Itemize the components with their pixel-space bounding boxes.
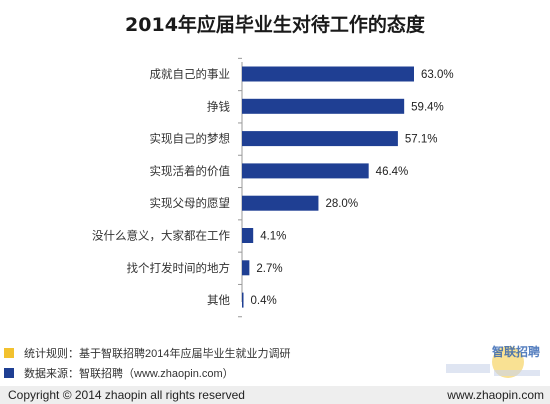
note-rule: 统计规则：基于智联招聘2014年应届毕业生就业力调研 — [4, 344, 444, 362]
category-label: 挣钱 — [207, 99, 230, 113]
zhaopin-logo-icon: 智联招聘 — [446, 344, 540, 378]
value-label: 0.4% — [251, 295, 277, 307]
yellow-square-icon — [4, 348, 14, 358]
bar — [242, 131, 398, 147]
bar-chart: 成就自己的事业 63.0% 挣钱 59.4% 实现自己的梦想 57.1% 实现活着的价值 46… — [92, 57, 454, 318]
value-label: 63.0% — [421, 69, 454, 81]
category-label: 其他 — [207, 293, 230, 307]
note-rule-text: 统计规则：基于智联招聘2014年应届毕业生就业力调研 — [24, 348, 291, 360]
value-label: 2.7% — [256, 263, 282, 275]
footer-site: www.zhaopin.com — [447, 388, 544, 402]
bar — [242, 195, 319, 211]
chart-title: 2014年应届毕业生对待工作的态度 — [125, 14, 425, 36]
category-label: 实现活着的价值 — [150, 164, 231, 178]
bar — [242, 163, 369, 179]
category-label: 实现自己的梦想 — [150, 132, 231, 146]
value-label: 46.4% — [376, 166, 409, 178]
value-label: 4.1% — [260, 231, 286, 243]
blue-square-icon — [4, 368, 14, 378]
value-label: 57.1% — [405, 134, 438, 146]
footer: Copyright © 2014 zhaopin all rights rese… — [0, 386, 550, 404]
category-label: 成就自己的事业 — [150, 67, 231, 81]
category-label: 找个打发时间的地方 — [127, 261, 231, 275]
notes: 统计规则：基于智联招聘2014年应届毕业生就业力调研 数据来源：智联招聘（www… — [4, 344, 444, 384]
watermark-logo-text: 智联招聘 — [491, 344, 540, 359]
value-label: 59.4% — [411, 101, 444, 113]
bar — [242, 228, 254, 243]
bar — [242, 98, 405, 114]
bar — [242, 66, 414, 82]
note-source: 数据来源：智联招聘（www.zhaopin.com） — [4, 364, 444, 382]
category-label: 没什么意义，大家都在工作 — [92, 229, 230, 243]
category-label: 实现父母的愿望 — [150, 196, 231, 210]
bar — [242, 292, 244, 308]
bar — [242, 260, 250, 276]
value-label: 28.0% — [325, 198, 358, 210]
footer-copyright: Copyright © 2014 zhaopin all rights rese… — [8, 388, 245, 402]
note-source-text: 数据来源：智联招聘（www.zhaopin.com） — [24, 368, 234, 380]
